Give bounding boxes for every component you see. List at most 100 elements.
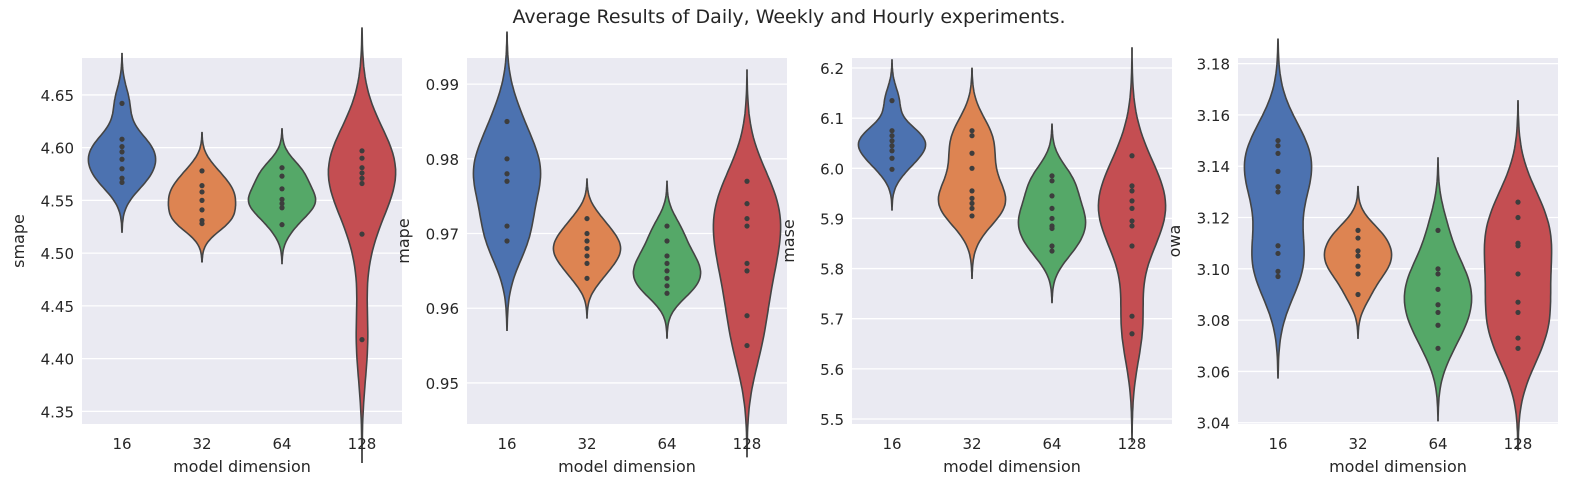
y-tick-label: 0.98	[426, 151, 459, 169]
data-point	[1129, 183, 1135, 189]
data-point	[199, 183, 205, 189]
data-point	[1275, 250, 1281, 257]
violin-128	[327, 27, 397, 463]
data-point	[1129, 331, 1135, 337]
data-point	[1355, 235, 1361, 241]
y-axis-label: smape	[9, 214, 28, 268]
data-point	[1049, 248, 1055, 254]
data-point	[889, 155, 895, 161]
y-tick-label: 6.1	[820, 110, 844, 128]
data-point	[359, 170, 365, 176]
y-tick-label: 5.5	[820, 411, 844, 429]
data-point	[279, 200, 285, 207]
x-tick-label: 32	[192, 435, 211, 453]
data-point	[664, 223, 670, 229]
data-point	[199, 168, 205, 174]
y-axis-label: owa	[1165, 225, 1184, 258]
data-point	[889, 133, 895, 139]
y-tick-label: 5.7	[820, 311, 844, 329]
data-point	[584, 230, 590, 237]
data-point	[1129, 198, 1135, 204]
panel-mape: 0.95 0.96 0.97 0.98 0.99 16 32 64 128 model dimen…	[394, 31, 787, 476]
violin-64	[1017, 123, 1087, 304]
data-point	[584, 275, 590, 281]
y-tick-label: 4.65	[41, 87, 74, 105]
data-point	[664, 290, 670, 296]
data-point	[969, 150, 975, 156]
data-point	[359, 180, 365, 187]
data-point	[199, 197, 205, 203]
x-tick-label: 128	[1504, 435, 1533, 453]
data-point	[1355, 253, 1361, 259]
data-point	[1275, 243, 1281, 249]
y-tick-label: 5.6	[820, 361, 844, 379]
data-point	[1355, 291, 1361, 298]
data-point	[119, 175, 125, 181]
y-tick-label: 0.96	[426, 300, 459, 318]
y-tick-label: 0.95	[426, 375, 459, 393]
y-tick-label: 0.99	[426, 76, 459, 94]
data-point	[744, 313, 750, 319]
data-point	[1129, 243, 1135, 249]
data-point	[1435, 309, 1441, 316]
data-point	[1275, 189, 1281, 195]
panel-owa: 3.04 3.06 3.08 3.10 3.12 3.14 3.16 3.18 16 32 64 12…	[1165, 38, 1558, 476]
data-point	[664, 260, 670, 267]
data-point	[744, 178, 750, 184]
data-point	[1515, 199, 1521, 205]
data-point	[744, 342, 750, 349]
y-tick-label: 3.08	[1197, 312, 1230, 330]
violin-16	[1243, 38, 1313, 379]
data-point	[889, 128, 895, 134]
y-axis-label: mape	[394, 218, 413, 263]
data-point	[1275, 168, 1281, 174]
data-point	[889, 148, 895, 154]
data-point	[969, 195, 975, 201]
y-tick-label: 3.10	[1197, 261, 1230, 279]
data-point	[889, 143, 895, 149]
data-point	[1355, 248, 1361, 254]
y-tick-label: 5.9	[820, 210, 844, 228]
data-point	[664, 275, 670, 281]
data-point	[1515, 243, 1521, 249]
x-axis-label: model dimension	[558, 457, 696, 476]
data-point	[1049, 173, 1055, 179]
data-point	[1275, 184, 1281, 190]
y-tick-label: 3.16	[1197, 107, 1230, 125]
data-point	[1275, 137, 1281, 144]
data-point	[584, 253, 590, 259]
data-point	[664, 253, 670, 259]
violin-32	[1323, 185, 1393, 339]
violin-64	[632, 180, 702, 339]
x-tick-label: 16	[112, 435, 131, 453]
data-point	[1049, 243, 1055, 249]
data-point	[359, 165, 365, 171]
y-tick-label: 4.50	[41, 245, 74, 263]
data-point	[1275, 150, 1281, 157]
data-point	[584, 238, 590, 244]
data-point	[744, 215, 750, 222]
y-tick-label: 5.8	[820, 261, 844, 279]
data-point	[279, 173, 285, 179]
data-point	[664, 238, 670, 244]
data-point	[199, 207, 205, 213]
data-point	[1129, 205, 1135, 212]
violin-16	[87, 52, 157, 233]
x-axis-label: model dimension	[943, 457, 1081, 476]
data-point	[1435, 271, 1441, 277]
data-point	[1275, 268, 1281, 274]
data-point	[584, 245, 590, 252]
data-point	[744, 268, 750, 274]
y-axis-label: mase	[779, 219, 798, 263]
data-point	[279, 186, 285, 192]
data-point	[1129, 313, 1135, 319]
data-point	[119, 149, 125, 155]
data-point	[889, 166, 895, 172]
data-point	[359, 148, 365, 154]
data-point	[969, 213, 975, 219]
data-point	[1049, 178, 1055, 184]
data-point	[1049, 205, 1055, 212]
y-tick-label: 6.2	[820, 60, 844, 78]
x-tick-label: 64	[1042, 435, 1061, 453]
